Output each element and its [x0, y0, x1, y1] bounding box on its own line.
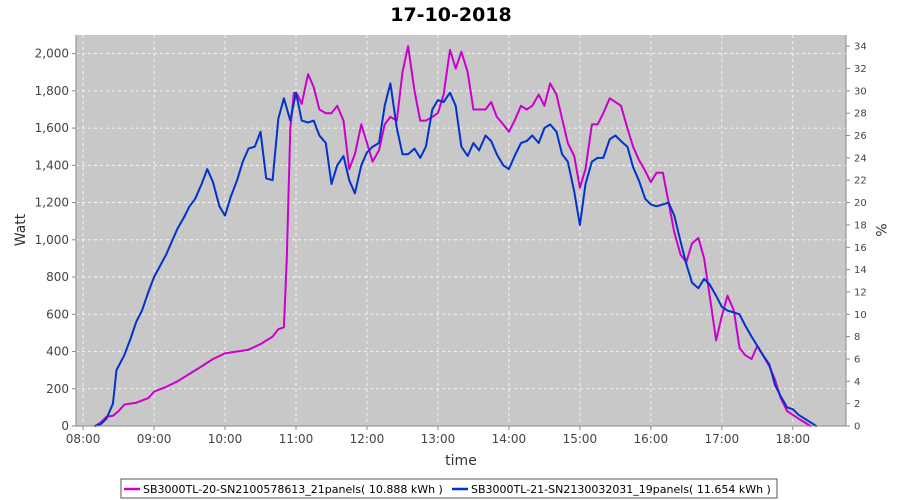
y-tick-label: 1,600 [35, 121, 69, 135]
y2-tick-label: 34 [854, 42, 867, 53]
y-tick-label: 1,200 [35, 196, 69, 210]
y2-axis-label: % [872, 223, 888, 236]
legend: SB3000TL-20-SN2100578613_21panels( 10.88… [120, 478, 778, 499]
y-tick-label: 400 [46, 345, 69, 359]
y2-tick-label: 10 [854, 310, 867, 321]
legend-label-1: SB3000TL-20-SN2100578613_21panels( 10.88… [143, 483, 443, 496]
x-tick-label: 14:00 [492, 432, 527, 446]
y2-tick-label: 6 [854, 354, 860, 365]
legend-box [120, 478, 778, 499]
series-line-1 [94, 45, 812, 427]
y2-tick-label: 24 [854, 153, 867, 164]
y2-tick-label: 0 [854, 422, 860, 433]
x-tick-label: 11:00 [279, 432, 314, 446]
y-tick-label: 2,000 [35, 47, 69, 61]
y-tick-label: 0 [61, 419, 69, 433]
series-layer [94, 45, 818, 427]
y-axis-label: Watt [13, 213, 29, 246]
y2-tick-label: 30 [854, 86, 867, 97]
legend-label-2: SB3000TL-21-SN2130032031_19panels( 11.65… [471, 483, 771, 496]
y2-tick-label: 32 [854, 64, 867, 75]
y-tick-label: 1,000 [35, 233, 69, 247]
y2-tick-label: 18 [854, 220, 867, 231]
y-tick-label: 1,400 [35, 158, 69, 172]
y2-tick-label: 8 [854, 332, 860, 343]
x-tick-label: 10:00 [208, 432, 243, 446]
y2-tick-label: 2 [854, 399, 860, 410]
x-tick-label: 08:00 [66, 432, 101, 446]
x-axis-ticks: 08:00 09:00 10:00 11:00 12:00 13:00 14:00 15:00… [66, 426, 810, 446]
y2-tick-label: 22 [854, 176, 867, 187]
y-tick-label: 600 [46, 307, 69, 321]
x-tick-label: 15:00 [563, 432, 598, 446]
x-tick-label: 13:00 [421, 432, 456, 446]
y2-tick-label: 14 [854, 265, 867, 276]
y2-tick-label: 20 [854, 198, 867, 209]
y-axis-ticks: 0 200 400 600 800 1,000 1,200 1,400 1,600 1,800 2,… [35, 47, 76, 433]
x-tick-label: 17:00 [705, 432, 740, 446]
y2-tick-label: 28 [854, 109, 867, 120]
x-tick-label: 18:00 [775, 432, 810, 446]
grid [76, 35, 846, 426]
plot-area [76, 35, 846, 426]
y2-tick-label: 26 [854, 131, 867, 142]
x-tick-label: 16:00 [634, 432, 669, 446]
x-tick-label: 12:00 [350, 432, 385, 446]
series-line-2 [94, 82, 818, 427]
x-axis-label: time [445, 453, 477, 469]
y-tick-label: 800 [46, 270, 69, 284]
y2-tick-label: 4 [854, 377, 860, 388]
y-tick-label: 200 [46, 382, 69, 396]
y-tick-label: 1,800 [35, 84, 69, 98]
x-tick-label: 09:00 [137, 432, 172, 446]
y2-tick-label: 12 [854, 287, 867, 298]
y2-tick-label: 16 [854, 243, 867, 254]
chart-title: 17-10-2018 [390, 4, 512, 26]
